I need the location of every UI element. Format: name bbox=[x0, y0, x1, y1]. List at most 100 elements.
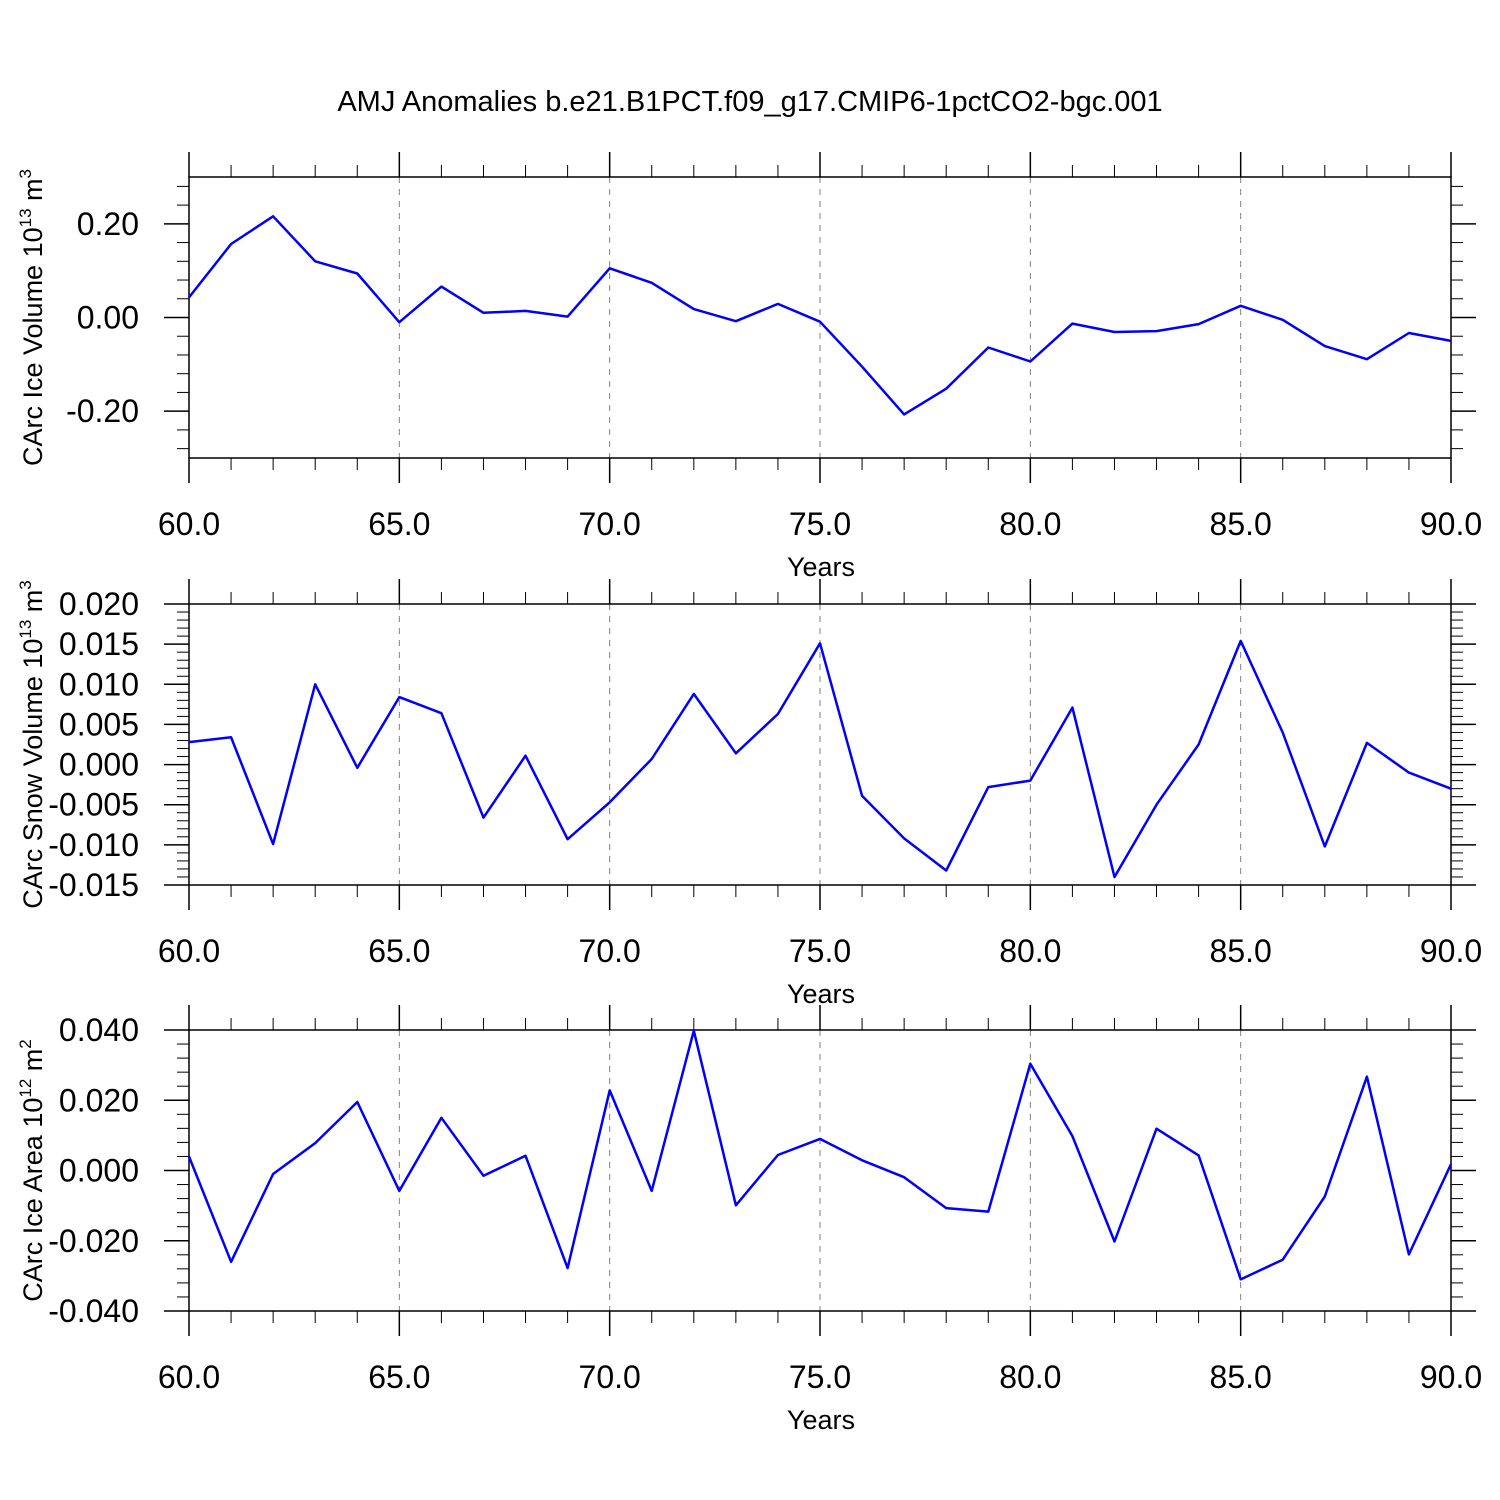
panel1-data-point bbox=[861, 365, 863, 368]
panel3-data-point bbox=[1029, 1062, 1032, 1065]
panel1-y-tick-label: 0.20 bbox=[77, 206, 139, 242]
panel3-x-axis-title: Years bbox=[787, 1405, 855, 1435]
panel2-y-tick-label: 0.010 bbox=[59, 666, 139, 702]
panel3-y-tick-label: 0.040 bbox=[59, 1012, 139, 1048]
panel1-x-tick-label: 65.0 bbox=[368, 506, 430, 542]
panel2-data-point bbox=[608, 801, 611, 804]
panel1-data-point bbox=[1029, 360, 1032, 363]
panel3-y-tick-label: 0.020 bbox=[59, 1082, 139, 1118]
chart-title: AMJ Anomalies b.e21.B1PCT.f09_g17.CMIP6-… bbox=[337, 86, 1163, 118]
panel2-data-point bbox=[945, 869, 947, 872]
panel1-data-point bbox=[398, 321, 401, 323]
panel2-data-point bbox=[693, 693, 695, 695]
panel3-x-tick-label: 80.0 bbox=[999, 1359, 1061, 1395]
panel2-data-point bbox=[819, 642, 821, 645]
panel2-y-axis-title: CArc Snow Volume 1013 m3 bbox=[16, 580, 48, 909]
panel2-y-tick-label: 0.000 bbox=[59, 747, 139, 783]
panel3-data-point bbox=[1239, 1278, 1242, 1281]
panel1-data-point bbox=[1408, 332, 1410, 334]
panel2-data-point bbox=[1071, 706, 1074, 709]
panel3-x-tick-label: 75.0 bbox=[789, 1359, 851, 1395]
panel3-data-point bbox=[1155, 1127, 1158, 1130]
panel2-x-tick-label: 70.0 bbox=[579, 933, 641, 969]
panel3-data-point bbox=[272, 1173, 274, 1175]
panel1-data-point bbox=[1239, 304, 1242, 307]
panel1-x-tick-label: 70.0 bbox=[579, 506, 641, 542]
panel1-y-axis-title: CArc Ice Volume 1013 m3 bbox=[16, 169, 48, 466]
panel3-data-point bbox=[735, 1204, 737, 1207]
panel2-data-point bbox=[1281, 731, 1284, 734]
panel1-data-point bbox=[1281, 319, 1284, 321]
panel3-data-point bbox=[693, 1029, 695, 1032]
panel2-y-tick-label: -0.015 bbox=[48, 867, 139, 903]
panel1-data-point bbox=[1324, 345, 1326, 347]
panel1-data-point bbox=[693, 308, 695, 310]
panel1-data-point bbox=[819, 320, 821, 323]
panel1-data-point bbox=[440, 285, 443, 288]
panel1-data-point bbox=[356, 272, 359, 275]
panel3-data-point bbox=[987, 1210, 990, 1213]
panel2-data-point bbox=[861, 795, 863, 797]
panel3-data-point bbox=[1450, 1163, 1452, 1165]
panel3-data-point bbox=[819, 1138, 821, 1140]
panel2-y-tick-label: 0.015 bbox=[59, 626, 139, 662]
panel1-data-point bbox=[188, 296, 190, 299]
panel3-data-point bbox=[608, 1089, 611, 1092]
panel1-plot-frame bbox=[188, 176, 1452, 459]
panel1-y-tick-label: 0.00 bbox=[77, 300, 139, 336]
panel3-data-point bbox=[524, 1154, 527, 1157]
panel1-x-tick-label: 80.0 bbox=[999, 506, 1061, 542]
panel2-data-point bbox=[482, 816, 485, 819]
panel2-data-point bbox=[1324, 845, 1326, 848]
panel2-data-point bbox=[1197, 743, 1200, 746]
panel2-y-tick-label: 0.020 bbox=[59, 586, 139, 622]
panel3-y-tick-label: -0.040 bbox=[48, 1293, 139, 1329]
panel3-data-point bbox=[1408, 1253, 1410, 1256]
panel3-data-point bbox=[566, 1267, 569, 1269]
panel2-data-point bbox=[1029, 779, 1032, 782]
panel2-data-point bbox=[566, 838, 569, 841]
panel2-data-point bbox=[272, 843, 274, 845]
panel1-data-point bbox=[1155, 330, 1158, 332]
panel3-data-point bbox=[1071, 1135, 1074, 1137]
panel3-data-point bbox=[230, 1261, 232, 1263]
panel1-data-point bbox=[735, 320, 737, 323]
panel1-data-point bbox=[945, 387, 947, 390]
panel2-x-tick-label: 80.0 bbox=[999, 933, 1061, 969]
panel1-x-tick-label: 60.0 bbox=[158, 506, 220, 542]
panel3-data-point bbox=[777, 1154, 779, 1156]
panel1-x-axis-title: Years bbox=[787, 552, 855, 582]
panel1-data-point bbox=[650, 282, 653, 284]
panel2-data-point bbox=[903, 837, 905, 840]
panel3-data-point bbox=[945, 1207, 947, 1209]
panel3-x-tick-label: 70.0 bbox=[579, 1359, 641, 1395]
panel3-data-point bbox=[356, 1101, 359, 1103]
panel2-data-point bbox=[398, 696, 401, 698]
panel1-y-tick-label: -0.20 bbox=[66, 393, 139, 429]
panel2-data-point bbox=[524, 754, 527, 757]
panel1-data-point bbox=[777, 303, 779, 305]
panel2-x-tick-label: 85.0 bbox=[1210, 933, 1272, 969]
panel2-data-point bbox=[735, 752, 737, 755]
panel3-y-tick-label: 0.000 bbox=[59, 1153, 139, 1189]
panel3-data-point bbox=[1281, 1258, 1284, 1261]
panel3-data-point bbox=[440, 1117, 443, 1119]
panel1-data-point bbox=[1197, 323, 1200, 325]
panel2-data-point bbox=[1155, 803, 1158, 806]
panel3-data-point bbox=[650, 1190, 653, 1192]
panel2-data-point bbox=[440, 712, 443, 714]
panel2-data-point bbox=[1366, 742, 1368, 744]
panel2-data-point bbox=[1239, 640, 1242, 642]
panel1-x-tick-label: 85.0 bbox=[1210, 506, 1272, 542]
panel2-x-axis-title: Years bbox=[787, 979, 855, 1009]
panel2-data-point bbox=[1450, 787, 1452, 790]
panel2-x-tick-label: 65.0 bbox=[368, 933, 430, 969]
panel3-data-point bbox=[482, 1174, 485, 1177]
panel3-y-axis-title: CArc Ice Area 1012 m2 bbox=[16, 1039, 48, 1302]
panel1-data-point bbox=[230, 243, 232, 245]
panel1-data-point bbox=[903, 413, 905, 416]
panel2-data-point bbox=[314, 683, 317, 686]
panel2-data-point bbox=[230, 736, 232, 739]
